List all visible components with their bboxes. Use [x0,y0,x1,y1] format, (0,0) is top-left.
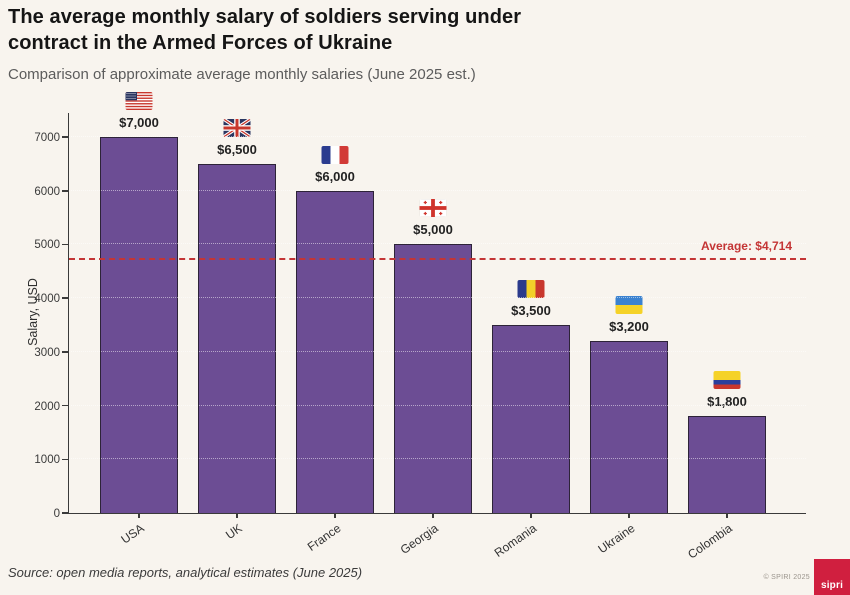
bar-ukraine [590,341,668,513]
y-axis-tick-label: 3000 [34,346,60,359]
y-axis-tick-mark [62,404,68,407]
source-note: Source: open media reports, analytical e… [8,565,363,580]
y-axis-tick-label: 7000 [34,132,60,144]
chart-subtitle: Comparison of approximate average monthl… [8,65,476,83]
y-axis-tick-mark [62,458,68,461]
bar-value-label: $5,000 [413,222,453,238]
gridline [69,243,806,245]
x-axis-tick-label: Ukraine [595,521,638,557]
bar-group-france: $6,000 [296,113,374,513]
x-axis-tick-mark [628,513,630,518]
x-axis-tick-mark [432,513,434,518]
x-axis-tick-label: USA [118,521,148,547]
uk-flag-icon [222,117,252,139]
publisher-logo: sipri [814,559,850,595]
y-axis-tick-mark [62,512,68,514]
bar-colombia [688,416,766,513]
bar-value-label: $3,200 [609,319,649,335]
bar-georgia [394,244,472,513]
bar-chart-plot-area: Salary, USD 0 1000 2000 3000 4000 5000 6000 700… [26,92,806,562]
gridline [69,404,806,406]
x-axis-tick-label: France [304,521,344,554]
romania-flag-icon [517,280,545,298]
gridline [69,189,806,191]
y-axis-tick-mark [62,136,68,138]
x-axis-tick-label: Georgia [398,521,442,557]
gridline [69,136,806,137]
x-axis-tick-label: Colombia [685,521,736,562]
bar-value-label: $3,500 [511,303,551,318]
france-flag-icon [321,145,349,164]
y-axis-tick-label: 2000 [34,400,60,413]
y-axis-tick-label: 1000 [34,454,60,467]
y-axis-tick-mark [62,189,68,192]
bar-romania [492,325,570,513]
chart-title: The average monthly salary of soldiers s… [8,6,522,55]
bar-value-label: $7,000 [119,115,159,130]
y-axis-title: Salary, USD [26,278,40,346]
bar-group-usa: $7,000 [100,92,178,513]
bar-france [296,190,374,513]
bar-value-label: $1,800 [707,394,747,410]
bar-group-georgia: $5,000 [394,113,472,513]
bar-uk [198,163,276,513]
gridline [69,297,806,299]
bar-value-label: $6,000 [315,168,355,184]
chart-header: The average monthly salary of soldiers s… [8,4,521,83]
x-axis-tick-mark [138,513,140,518]
bar-value-label: $6,500 [217,141,257,157]
x-axis-tick-mark [726,513,728,518]
georgia-flag-icon [419,199,447,218]
y-axis-tick-mark [62,297,68,299]
bar-group-colombia: $1,800 [688,113,766,513]
ukraine-flag-icon [615,296,643,315]
publisher-logo-text: sipri [820,580,844,591]
gridline [69,350,806,352]
x-axis-tick-label: Romania [491,521,540,561]
gridline [69,458,806,460]
colombia-flag-icon [713,371,741,390]
x-axis-tick-mark [236,513,238,518]
y-axis-tick-mark [62,351,68,353]
bar-group-romania: $3,500 [492,113,570,513]
usa-flag-icon [125,92,153,110]
bar-group-ukraine: $3,200 [590,113,668,513]
x-axis-tick-mark [530,513,532,518]
y-axis-tick-mark [62,243,68,246]
average-label: Average: $4,714 [701,238,792,253]
y-axis-tick-label: 4000 [34,293,60,306]
y-axis-tick-label: 5000 [34,239,60,252]
bar-usa [100,137,178,513]
y-axis-tick-label: 0 [53,508,60,520]
x-axis-tick-label: UK [223,521,246,543]
y-axis-tick-label: 6000 [34,185,60,198]
x-axis-tick-mark [334,513,336,518]
bar-group-uk: $6,500 [198,113,276,513]
copyright-note: © SPIRI 2025 [763,574,810,581]
average-line [69,257,806,260]
